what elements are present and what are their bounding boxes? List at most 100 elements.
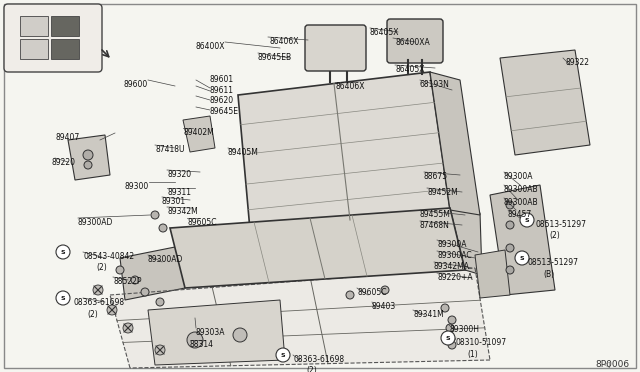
Text: 86400XA: 86400XA xyxy=(395,38,429,47)
Text: 89342M: 89342M xyxy=(167,207,198,216)
Circle shape xyxy=(506,221,514,229)
Text: 89311: 89311 xyxy=(167,188,191,197)
Text: S: S xyxy=(520,256,524,261)
Polygon shape xyxy=(148,300,285,365)
Text: 89342MA: 89342MA xyxy=(434,262,470,271)
Text: 89605C: 89605C xyxy=(187,218,216,227)
Text: 89645E: 89645E xyxy=(210,107,239,116)
Text: S: S xyxy=(525,218,529,223)
Text: 89407: 89407 xyxy=(55,133,79,142)
Circle shape xyxy=(446,324,454,332)
Text: 89300H: 89300H xyxy=(449,325,479,334)
Text: 89452M: 89452M xyxy=(427,188,458,197)
Circle shape xyxy=(93,285,103,295)
Polygon shape xyxy=(120,245,185,300)
Text: 89322: 89322 xyxy=(565,58,589,67)
Circle shape xyxy=(123,323,133,333)
Text: 86405X: 86405X xyxy=(395,65,424,74)
Text: 89300: 89300 xyxy=(125,182,149,191)
Circle shape xyxy=(116,266,124,274)
Text: 08363-61698: 08363-61698 xyxy=(74,298,125,307)
Text: 89403: 89403 xyxy=(372,302,396,311)
Text: 8P0006: 8P0006 xyxy=(596,360,630,369)
Text: 86406X: 86406X xyxy=(335,82,365,91)
Text: 89605C: 89605C xyxy=(357,288,387,297)
Text: 89300AC: 89300AC xyxy=(437,251,472,260)
Text: 88522P: 88522P xyxy=(113,277,141,286)
Bar xyxy=(51,16,79,36)
Text: 89303A: 89303A xyxy=(196,328,225,337)
Text: 87418U: 87418U xyxy=(155,145,184,154)
Text: 89300AB: 89300AB xyxy=(504,198,539,207)
Circle shape xyxy=(155,345,165,355)
Text: 86406X: 86406X xyxy=(270,37,300,46)
Text: 89301: 89301 xyxy=(162,197,186,206)
Text: 89611: 89611 xyxy=(210,86,234,95)
Circle shape xyxy=(156,298,164,306)
Text: 89220: 89220 xyxy=(52,158,76,167)
FancyBboxPatch shape xyxy=(305,25,366,71)
Text: (2): (2) xyxy=(87,310,98,319)
Text: 89300AD: 89300AD xyxy=(148,255,184,264)
Text: 89300AB: 89300AB xyxy=(504,185,539,194)
Bar xyxy=(20,39,48,59)
Circle shape xyxy=(233,328,247,342)
Circle shape xyxy=(441,304,449,312)
Circle shape xyxy=(441,331,455,345)
Polygon shape xyxy=(430,72,480,215)
Text: 89341M: 89341M xyxy=(413,310,444,319)
Circle shape xyxy=(506,266,514,274)
Text: 88675: 88675 xyxy=(424,172,448,181)
Circle shape xyxy=(381,286,389,294)
Text: 89620: 89620 xyxy=(210,96,234,105)
Polygon shape xyxy=(68,135,110,180)
Text: (2): (2) xyxy=(549,231,560,240)
Circle shape xyxy=(141,288,149,296)
Text: 89300A: 89300A xyxy=(437,240,467,249)
Text: (2): (2) xyxy=(96,263,107,272)
Circle shape xyxy=(515,251,529,265)
Text: 89645EB: 89645EB xyxy=(258,53,292,62)
Circle shape xyxy=(520,213,534,227)
Circle shape xyxy=(448,316,456,324)
Text: 86400X: 86400X xyxy=(195,42,225,51)
Circle shape xyxy=(83,150,93,160)
Text: 86405X: 86405X xyxy=(370,28,399,37)
Circle shape xyxy=(506,201,514,209)
Circle shape xyxy=(159,224,167,232)
Polygon shape xyxy=(110,268,490,368)
Circle shape xyxy=(506,244,514,252)
Text: S: S xyxy=(445,336,451,341)
Text: 88314: 88314 xyxy=(190,340,214,349)
Text: S: S xyxy=(61,296,65,301)
Text: 08363-61698: 08363-61698 xyxy=(293,355,344,364)
Text: S: S xyxy=(61,250,65,255)
Text: 89300A: 89300A xyxy=(504,172,534,181)
Circle shape xyxy=(131,276,139,284)
Text: 89402M: 89402M xyxy=(183,128,214,137)
Circle shape xyxy=(56,291,70,305)
Polygon shape xyxy=(450,208,482,275)
Text: 89455M: 89455M xyxy=(420,210,451,219)
Text: 68193N: 68193N xyxy=(420,80,450,89)
Text: 08543-40842: 08543-40842 xyxy=(83,252,134,261)
Text: 08513-51297: 08513-51297 xyxy=(535,220,586,229)
Circle shape xyxy=(151,211,159,219)
Text: S: S xyxy=(281,353,285,358)
Text: (B): (B) xyxy=(543,270,554,279)
Text: ◁: ◁ xyxy=(604,360,610,369)
Text: 89405M: 89405M xyxy=(228,148,259,157)
Text: 89601: 89601 xyxy=(210,75,234,84)
Circle shape xyxy=(107,305,117,315)
Bar xyxy=(51,39,79,59)
Circle shape xyxy=(84,161,92,169)
Circle shape xyxy=(346,291,354,299)
Polygon shape xyxy=(490,185,555,295)
FancyBboxPatch shape xyxy=(387,19,443,63)
FancyBboxPatch shape xyxy=(4,4,102,72)
Text: (1): (1) xyxy=(467,350,477,359)
Text: 08310-51097: 08310-51097 xyxy=(456,338,507,347)
Text: 08513-51297: 08513-51297 xyxy=(528,258,579,267)
Polygon shape xyxy=(475,250,510,298)
Text: (2): (2) xyxy=(306,366,317,372)
